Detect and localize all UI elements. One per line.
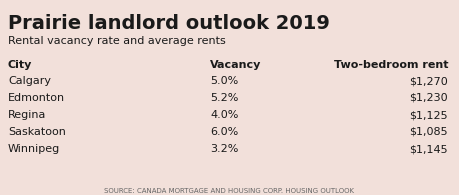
Text: Calgary: Calgary <box>8 76 51 86</box>
Text: $1,270: $1,270 <box>409 76 448 86</box>
Text: Two-bedroom rent: Two-bedroom rent <box>334 60 448 70</box>
Text: $1,145: $1,145 <box>409 144 448 154</box>
Text: $1,125: $1,125 <box>409 110 448 120</box>
Text: $1,085: $1,085 <box>409 127 448 137</box>
Text: 4.0%: 4.0% <box>210 110 238 120</box>
Text: 3.2%: 3.2% <box>210 144 238 154</box>
Text: Saskatoon: Saskatoon <box>8 127 66 137</box>
Text: Winnipeg: Winnipeg <box>8 144 60 154</box>
Text: SOURCE: CANADA MORTGAGE AND HOUSING CORP. HOUSING OUTLOOK: SOURCE: CANADA MORTGAGE AND HOUSING CORP… <box>105 188 354 194</box>
Text: Vacancy: Vacancy <box>210 60 261 70</box>
Text: $1,230: $1,230 <box>409 93 448 103</box>
Text: 5.2%: 5.2% <box>210 93 238 103</box>
Text: 5.0%: 5.0% <box>210 76 238 86</box>
Text: Edmonton: Edmonton <box>8 93 65 103</box>
Text: Regina: Regina <box>8 110 46 120</box>
Text: 6.0%: 6.0% <box>210 127 238 137</box>
Text: Rental vacancy rate and average rents: Rental vacancy rate and average rents <box>8 36 226 46</box>
Text: Prairie landlord outlook 2019: Prairie landlord outlook 2019 <box>8 14 330 33</box>
Text: City: City <box>8 60 33 70</box>
